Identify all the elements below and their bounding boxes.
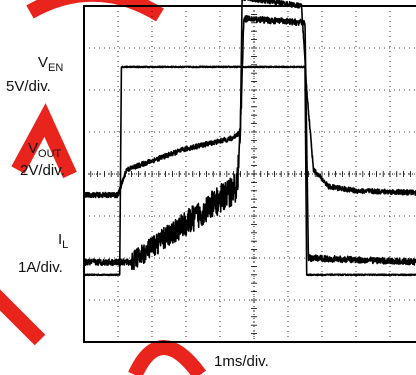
watermark-logo — [0, 0, 207, 375]
watermark-arc-bottom — [128, 340, 207, 375]
watermark-arc-bottom-left — [0, 289, 46, 346]
trace-group — [83, 0, 416, 277]
channel-label-vout: VOUT 2V/div. — [20, 140, 65, 179]
trace-vout — [83, 0, 416, 199]
channel-label-ven: VEN 5V/div. — [6, 54, 63, 95]
trace-ven — [83, 65, 416, 277]
vout-scale: 2V/div. — [20, 162, 65, 179]
trace-il — [83, 14, 416, 271]
grid-lines — [83, 5, 416, 343]
ven-scale: 5V/div. — [6, 78, 51, 95]
watermark-arc-left — [11, 103, 77, 179]
il-name: IL — [58, 231, 68, 251]
watermark-arc-top — [26, 0, 164, 22]
ven-name: VEN — [38, 54, 63, 74]
x-axis-label: 1ms/div. — [214, 353, 269, 370]
il-scale: 1A/div. — [18, 259, 63, 276]
vout-name: VOUT — [28, 140, 62, 160]
plot-area — [83, 0, 416, 343]
channel-label-il: IL 1A/div. — [18, 231, 68, 276]
